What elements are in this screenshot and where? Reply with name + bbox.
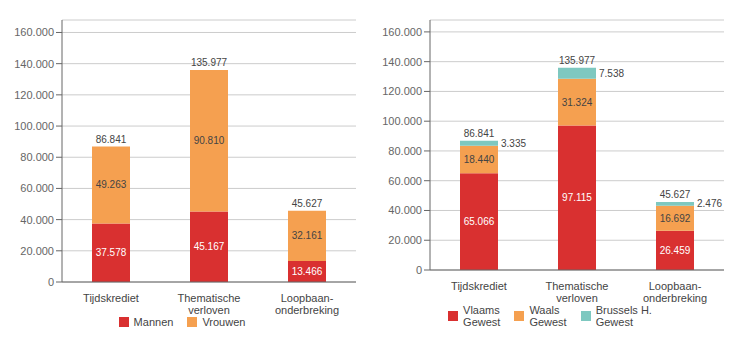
svg-text:135.977: 135.977: [191, 57, 228, 68]
html-text:Gewest: Gewest: [529, 316, 567, 328]
svg-text:86.841: 86.841: [96, 134, 127, 145]
svg-text:0: 0: [48, 276, 54, 288]
svg-text:Loopbaan-onderbreking: Loopbaan-onderbreking: [643, 280, 707, 304]
svg-text:26.459: 26.459: [660, 245, 691, 256]
svg-text:3.335: 3.335: [501, 138, 526, 149]
svg-text:Tijdskrediet: Tijdskrediet: [451, 280, 507, 292]
svg-text:31.324: 31.324: [562, 97, 593, 108]
svg-text:160.000: 160.000: [382, 26, 422, 38]
svg-text:45.627: 45.627: [292, 198, 323, 209]
svg-text:86.841: 86.841: [464, 128, 495, 139]
svg-text:2.476: 2.476: [697, 198, 722, 209]
svg-text:20.000: 20.000: [388, 234, 422, 246]
svg-text:60.000: 60.000: [388, 175, 422, 187]
html-text:Brussels H.: Brussels H.: [595, 304, 652, 316]
svg-text:32.161: 32.161: [292, 230, 323, 241]
svg-text:100.000: 100.000: [382, 115, 422, 127]
svg-text:120.000: 120.000: [14, 89, 54, 101]
html-text:Vrouwen: Vrouwen: [202, 316, 246, 328]
svg-text:97.115: 97.115: [562, 192, 592, 203]
svg-text:135.977: 135.977: [559, 55, 596, 66]
html-text:Mannen: Mannen: [133, 316, 174, 328]
svg-text:40.000: 40.000: [20, 214, 54, 226]
svg-text:18.440: 18.440: [464, 154, 495, 165]
svg-text:0: 0: [416, 264, 422, 276]
svg-text:Thematischeverloven: Thematischeverloven: [546, 280, 609, 304]
svg-text:37.578: 37.578: [96, 247, 127, 258]
svg-text:140.000: 140.000: [382, 56, 422, 68]
svg-text:90.810: 90.810: [194, 135, 225, 146]
svg-text:80.000: 80.000: [388, 145, 422, 157]
svg-text:40.000: 40.000: [388, 204, 422, 216]
svg-text:45.627: 45.627: [660, 189, 691, 200]
svg-text:80.000: 80.000: [20, 151, 54, 163]
svg-text:120.000: 120.000: [382, 85, 422, 97]
svg-text:140.000: 140.000: [14, 58, 54, 70]
svg-text:49.263: 49.263: [96, 179, 127, 190]
html-text:Waals: Waals: [529, 304, 560, 316]
html-text:Vlaams: Vlaams: [463, 304, 500, 316]
svg-text:Thematischeverloven: Thematischeverloven: [178, 292, 241, 316]
svg-text:100.000: 100.000: [14, 120, 54, 132]
svg-text:65.066: 65.066: [464, 216, 495, 227]
svg-text:45.167: 45.167: [194, 241, 225, 252]
html-text:Gewest: Gewest: [463, 316, 501, 328]
svg-text:160.000: 160.000: [14, 26, 54, 38]
svg-text:7.538: 7.538: [599, 68, 624, 79]
svg-text:20.000: 20.000: [20, 245, 54, 257]
svg-text:60.000: 60.000: [20, 182, 54, 194]
svg-text:13.466: 13.466: [292, 266, 323, 277]
svg-text:Loopbaan-onderbreking: Loopbaan-onderbreking: [275, 292, 339, 316]
svg-text:16.692: 16.692: [660, 213, 691, 224]
svg-text:Tijdskrediet: Tijdskrediet: [83, 292, 139, 304]
html-text:Gewest: Gewest: [595, 316, 633, 328]
